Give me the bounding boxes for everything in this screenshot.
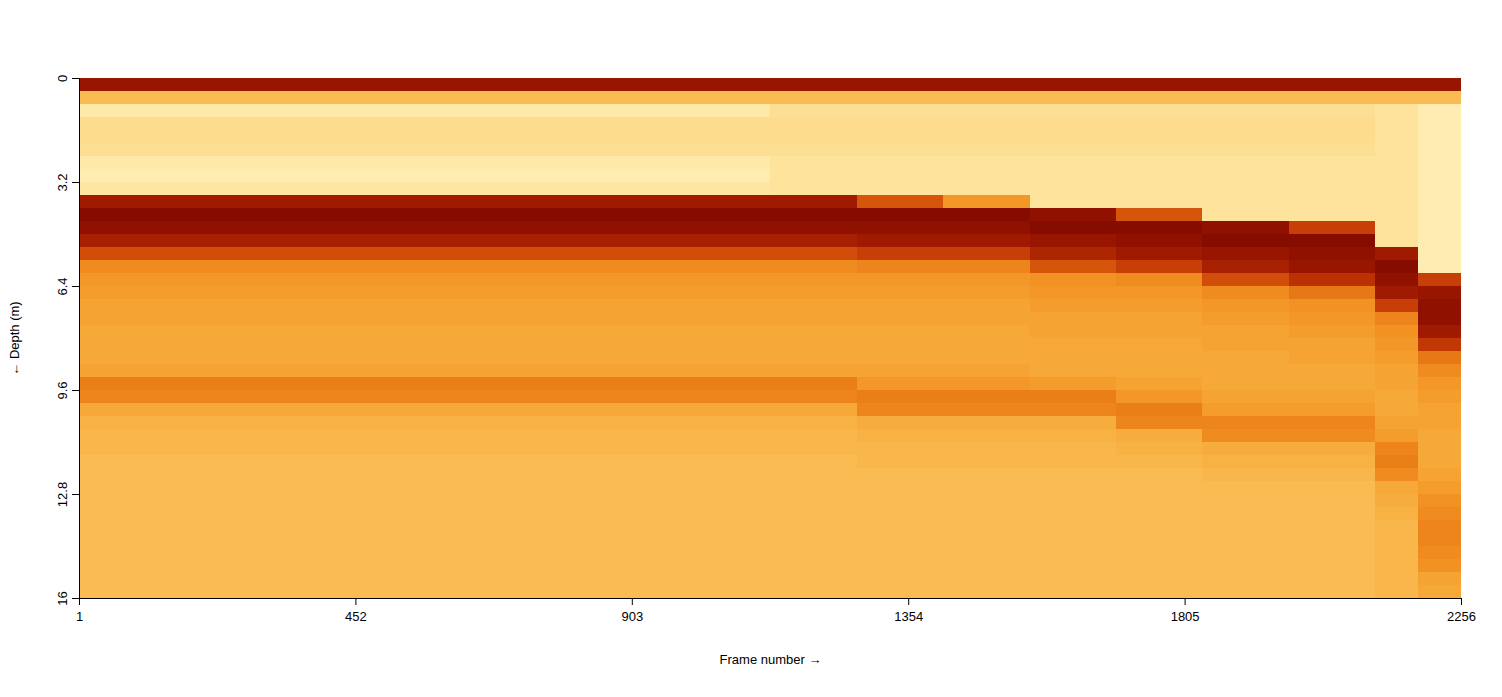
svg-text:16: 16	[55, 591, 70, 605]
svg-text:1: 1	[76, 609, 83, 624]
svg-text:0: 0	[55, 75, 70, 82]
svg-text:9.6: 9.6	[55, 381, 70, 399]
svg-text:452: 452	[345, 609, 367, 624]
svg-text:6.4: 6.4	[55, 277, 70, 295]
svg-text:← Depth (m): ← Depth (m)	[7, 301, 22, 375]
svg-text:1354: 1354	[894, 609, 923, 624]
svg-text:12.8: 12.8	[55, 482, 70, 507]
svg-text:Frame number →: Frame number →	[720, 652, 822, 667]
svg-text:2256: 2256	[1447, 609, 1476, 624]
svg-text:3.2: 3.2	[55, 173, 70, 191]
svg-text:903: 903	[621, 609, 643, 624]
svg-text:1805: 1805	[1171, 609, 1200, 624]
